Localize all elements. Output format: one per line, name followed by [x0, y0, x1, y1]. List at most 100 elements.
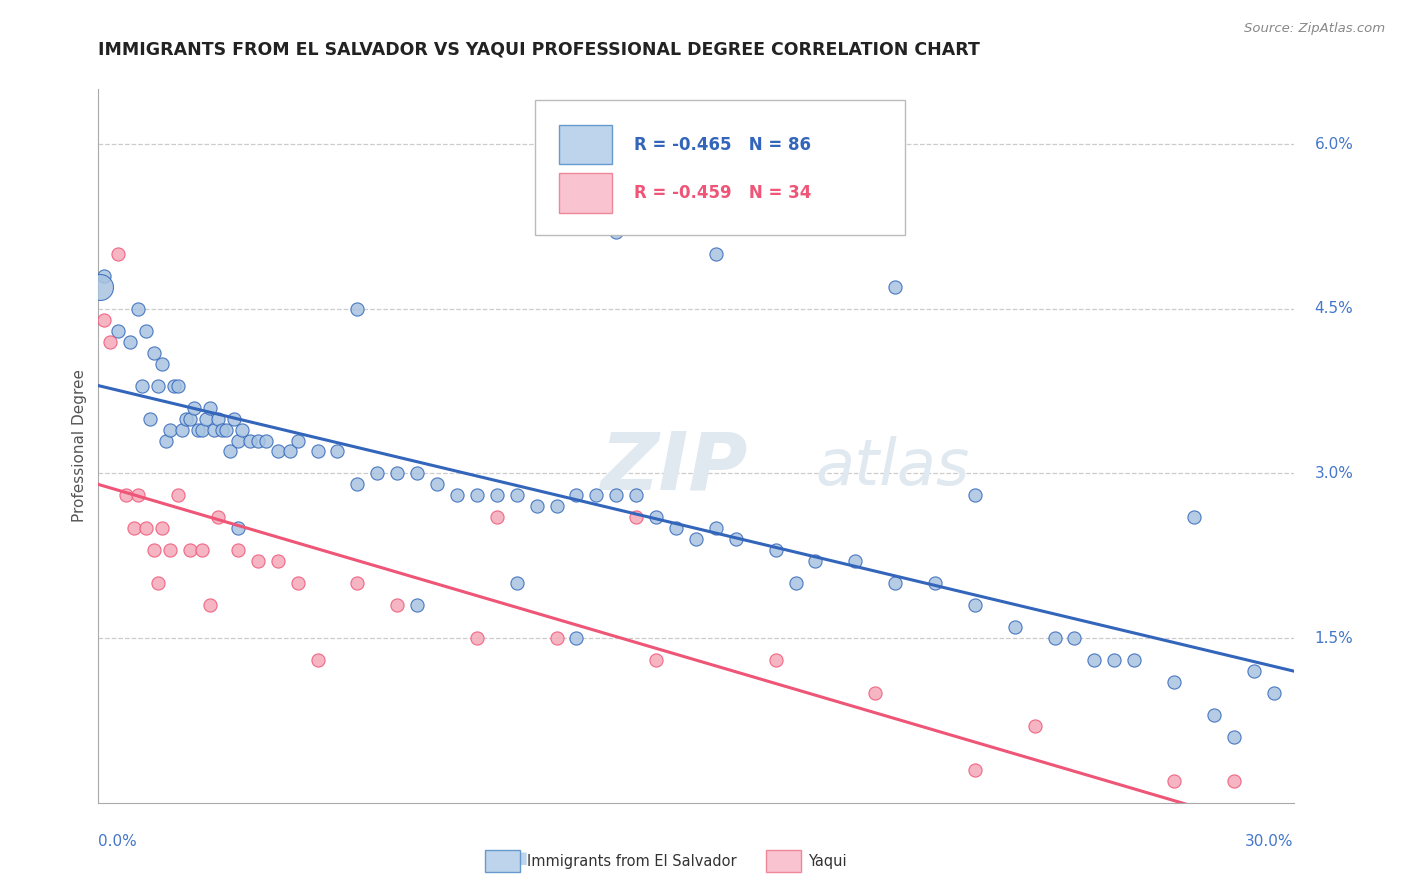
Point — [98, 334, 122, 349]
Point — [1223, 730, 1246, 744]
Point — [884, 280, 907, 294]
Point — [267, 554, 290, 568]
Point — [307, 444, 329, 458]
Point — [385, 467, 409, 481]
Point — [645, 653, 668, 667]
Point — [1043, 631, 1066, 645]
Point — [1004, 620, 1026, 634]
Point — [366, 467, 388, 481]
Point — [163, 378, 186, 392]
Text: R = -0.459   N = 34: R = -0.459 N = 34 — [634, 184, 811, 202]
Point — [143, 543, 166, 558]
Text: Source: ZipAtlas.com: Source: ZipAtlas.com — [1244, 22, 1385, 36]
Point — [426, 477, 449, 491]
Point — [1243, 664, 1265, 678]
Point — [207, 510, 229, 524]
Point — [127, 301, 149, 316]
Point — [139, 411, 162, 425]
Point — [226, 543, 249, 558]
Text: ZIP: ZIP — [600, 428, 748, 507]
Point — [107, 247, 129, 261]
Point — [565, 631, 588, 645]
Point — [963, 763, 986, 777]
Point — [211, 423, 233, 437]
Text: ▪: ▪ — [512, 847, 529, 870]
Point — [135, 324, 157, 338]
Text: 6.0%: 6.0% — [1315, 136, 1354, 152]
Point — [159, 543, 181, 558]
Text: IMMIGRANTS FROM EL SALVADOR VS YAQUI PROFESSIONAL DEGREE CORRELATION CHART: IMMIGRANTS FROM EL SALVADOR VS YAQUI PRO… — [98, 40, 980, 58]
Point — [406, 598, 429, 612]
Point — [207, 411, 229, 425]
Point — [107, 324, 129, 338]
Point — [485, 488, 508, 502]
Point — [704, 521, 727, 535]
Bar — [558, 125, 613, 164]
Point — [685, 533, 707, 547]
Point — [93, 312, 115, 326]
Point — [246, 434, 269, 448]
Point — [665, 521, 688, 535]
Point — [963, 488, 986, 502]
Y-axis label: Professional Degree: Professional Degree — [72, 369, 87, 523]
Point — [246, 554, 269, 568]
Point — [585, 488, 607, 502]
Point — [131, 378, 153, 392]
Point — [884, 576, 907, 591]
Point — [287, 576, 309, 591]
Point — [226, 434, 249, 448]
Point — [215, 423, 238, 437]
Point — [150, 357, 173, 371]
Point — [143, 345, 166, 359]
Point — [963, 598, 986, 612]
Point — [765, 543, 787, 558]
Bar — [558, 173, 613, 212]
Point — [267, 444, 290, 458]
Point — [1182, 510, 1205, 524]
Point — [239, 434, 262, 448]
Point — [506, 576, 529, 591]
Text: Immigrants from El Salvador: Immigrants from El Salvador — [527, 855, 737, 869]
Point — [179, 543, 201, 558]
FancyBboxPatch shape — [534, 100, 905, 235]
Point — [565, 488, 588, 502]
Point — [506, 488, 529, 502]
Point — [346, 477, 368, 491]
Point — [148, 576, 170, 591]
Point — [172, 423, 194, 437]
Point — [346, 301, 368, 316]
Point — [150, 521, 173, 535]
Point — [765, 653, 787, 667]
Point — [183, 401, 205, 415]
Point — [93, 268, 115, 283]
Point — [287, 434, 309, 448]
Point — [446, 488, 468, 502]
Text: 3.0%: 3.0% — [1315, 466, 1354, 481]
Point — [127, 488, 149, 502]
Text: 30.0%: 30.0% — [1246, 834, 1294, 849]
Point — [326, 444, 349, 458]
Point — [219, 444, 242, 458]
Point — [785, 576, 807, 591]
Point — [863, 686, 886, 700]
Point — [624, 488, 647, 502]
Point — [1063, 631, 1085, 645]
Point — [89, 280, 111, 294]
Point — [254, 434, 277, 448]
Point — [704, 247, 727, 261]
Text: Yaqui: Yaqui — [808, 855, 846, 869]
Point — [222, 411, 245, 425]
Point — [605, 225, 627, 239]
Point — [546, 500, 568, 514]
Point — [191, 543, 214, 558]
Point — [174, 411, 197, 425]
Point — [465, 631, 488, 645]
Point — [1123, 653, 1146, 667]
Point — [465, 488, 488, 502]
Point — [924, 576, 946, 591]
Point — [385, 598, 409, 612]
Point — [526, 500, 548, 514]
Point — [187, 423, 209, 437]
Point — [485, 510, 508, 524]
Point — [155, 434, 177, 448]
